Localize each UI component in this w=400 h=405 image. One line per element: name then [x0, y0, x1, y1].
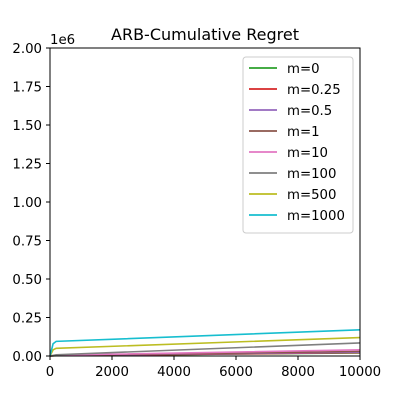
legend-label-2: m=0.5	[287, 104, 332, 119]
legend-label-3: m=1	[287, 125, 320, 140]
legend-label-5: m=100	[287, 167, 336, 182]
legend-label-7: m=1000	[287, 209, 345, 224]
legend-box	[242, 56, 354, 234]
x-tick-label: 6000	[219, 365, 253, 380]
y-tick-label: 1.25	[12, 158, 42, 173]
x-tick-label: 4000	[157, 365, 191, 380]
series-line-7	[49, 329, 361, 357]
y-tick-label: 1.00	[12, 196, 42, 211]
legend: m=0 m=0.25 m=0.5 m=1 m=10 m=100 m=500 m=1000	[242, 56, 354, 234]
legend-label-0: m=0	[287, 62, 320, 77]
y-tick-label: 1.50	[12, 119, 42, 134]
legend-label-6: m=500	[287, 188, 336, 203]
y-tick-label: 2.00	[12, 42, 42, 57]
y-tick-label: 1.75	[12, 81, 42, 96]
y-tick-label: 0.50	[12, 273, 42, 288]
x-tick-label: 2000	[95, 365, 129, 380]
y-tick-label: 0.25	[12, 312, 42, 327]
x-tick-label: 10000	[339, 365, 381, 380]
x-tick-label: 0	[46, 365, 54, 380]
axes-layer: 0 2000 4000 6000 8000 10000 0.00 0.25 0.50 0.75 1.…	[12, 42, 381, 380]
y-tick-label: 0.00	[12, 350, 42, 365]
y-tick-label: 0.75	[12, 235, 42, 250]
chart-title: ARB-Cumulative Regret	[111, 25, 299, 44]
legend-label-4: m=10	[287, 146, 328, 161]
x-tick-label: 8000	[281, 365, 315, 380]
y-axis-multiplier: 1e6	[50, 33, 75, 48]
legend-label-1: m=0.25	[287, 83, 341, 98]
